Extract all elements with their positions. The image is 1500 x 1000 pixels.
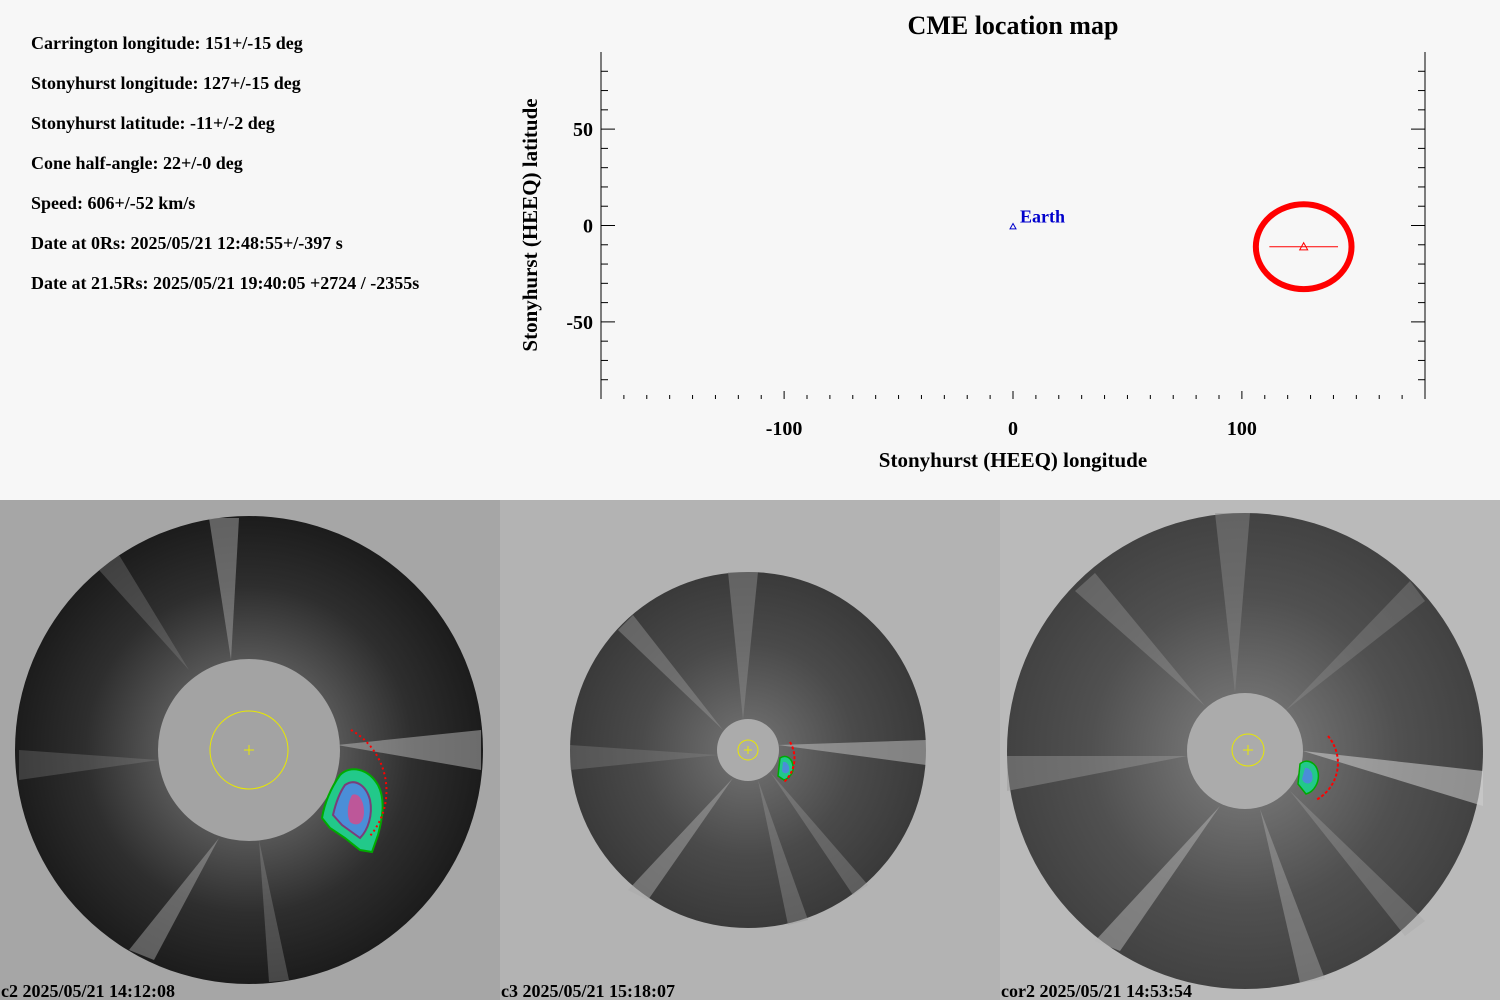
c2-cme-overlay	[320, 729, 388, 854]
c2-panel: c2 2025/05/21 14:12:08	[0, 500, 500, 1000]
y-tick-label: 0	[583, 216, 593, 238]
x-tick-label: 100	[1227, 418, 1257, 440]
cme-position-marker-icon	[1298, 241, 1309, 251]
c3-cme-overlay	[777, 741, 796, 783]
c3-sun-circle	[737, 739, 759, 761]
date-at-0rs: Date at 0Rs: 2025/05/21 12:48:55+/-397 s	[31, 233, 343, 253]
cme-location-map: CME location map Stonyhurst (HEEQ) longi…	[518, 11, 1426, 472]
cor2-streamers	[1007, 513, 1483, 983]
x-tick-label: 0	[1008, 418, 1018, 440]
x-tick-label: -100	[766, 418, 803, 440]
cor2-coronagraph-image	[1000, 500, 1500, 1000]
cme-parameters: Carrington longitude: 151+/-15 deg Stony…	[31, 30, 501, 310]
cor2-sun-circle	[1231, 733, 1265, 767]
c3-sun-center-icon	[744, 746, 752, 754]
c2-coronagraph-image	[0, 500, 500, 1000]
cor2-panel: cor2 2025/05/21 14:53:54	[1000, 500, 1500, 1000]
c3-cme-front	[783, 741, 796, 783]
cme-cone-outline	[1252, 201, 1355, 293]
y-tick-label: -50	[566, 312, 593, 334]
c2-sun-circle	[209, 710, 289, 790]
chart-title: CME location map	[908, 11, 1119, 40]
cor2-sun-center-icon	[1243, 745, 1253, 755]
carrington-longitude: Carrington longitude: 151+/-15 deg	[31, 33, 303, 53]
stonyhurst-latitude: Stonyhurst latitude: -11+/-2 deg	[31, 113, 275, 133]
c2-cme-front	[350, 729, 388, 837]
cor2-cme-front	[1315, 735, 1339, 801]
plot-axes: -100 0 100 50 0 -50	[566, 52, 1426, 440]
earth-marker-icon	[1009, 222, 1017, 230]
cone-half-angle: Cone half-angle: 22+/-0 deg	[31, 153, 243, 173]
speed: Speed: 606+/-52 km/s	[31, 193, 196, 213]
stonyhurst-longitude: Stonyhurst longitude: 127+/-15 deg	[31, 73, 301, 93]
c2-sun-center-icon	[244, 745, 254, 755]
y-tick-label: 50	[573, 119, 593, 141]
plot-marks: Earth	[1009, 201, 1355, 293]
c3-streamers	[570, 572, 926, 925]
c3-coronagraph-image	[500, 500, 1000, 1000]
x-axis-label: Stonyhurst (HEEQ) longitude	[879, 448, 1147, 472]
c3-caption: c3 2025/05/21 15:18:07	[501, 981, 675, 1000]
c2-caption: c2 2025/05/21 14:12:08	[1, 981, 175, 1000]
c3-panel: c3 2025/05/21 15:18:07	[500, 500, 1000, 1000]
cor2-occulter	[1187, 693, 1303, 809]
date-at-21-5rs: Date at 21.5Rs: 2025/05/21 19:40:05 +272…	[31, 273, 420, 293]
cor2-cme-overlay	[1297, 735, 1339, 801]
earth-label: Earth	[1020, 207, 1065, 227]
y-axis-label: Stonyhurst (HEEQ) latitude	[518, 98, 542, 351]
cor2-caption: cor2 2025/05/21 14:53:54	[1001, 981, 1192, 1000]
c2-streamers	[19, 518, 481, 982]
